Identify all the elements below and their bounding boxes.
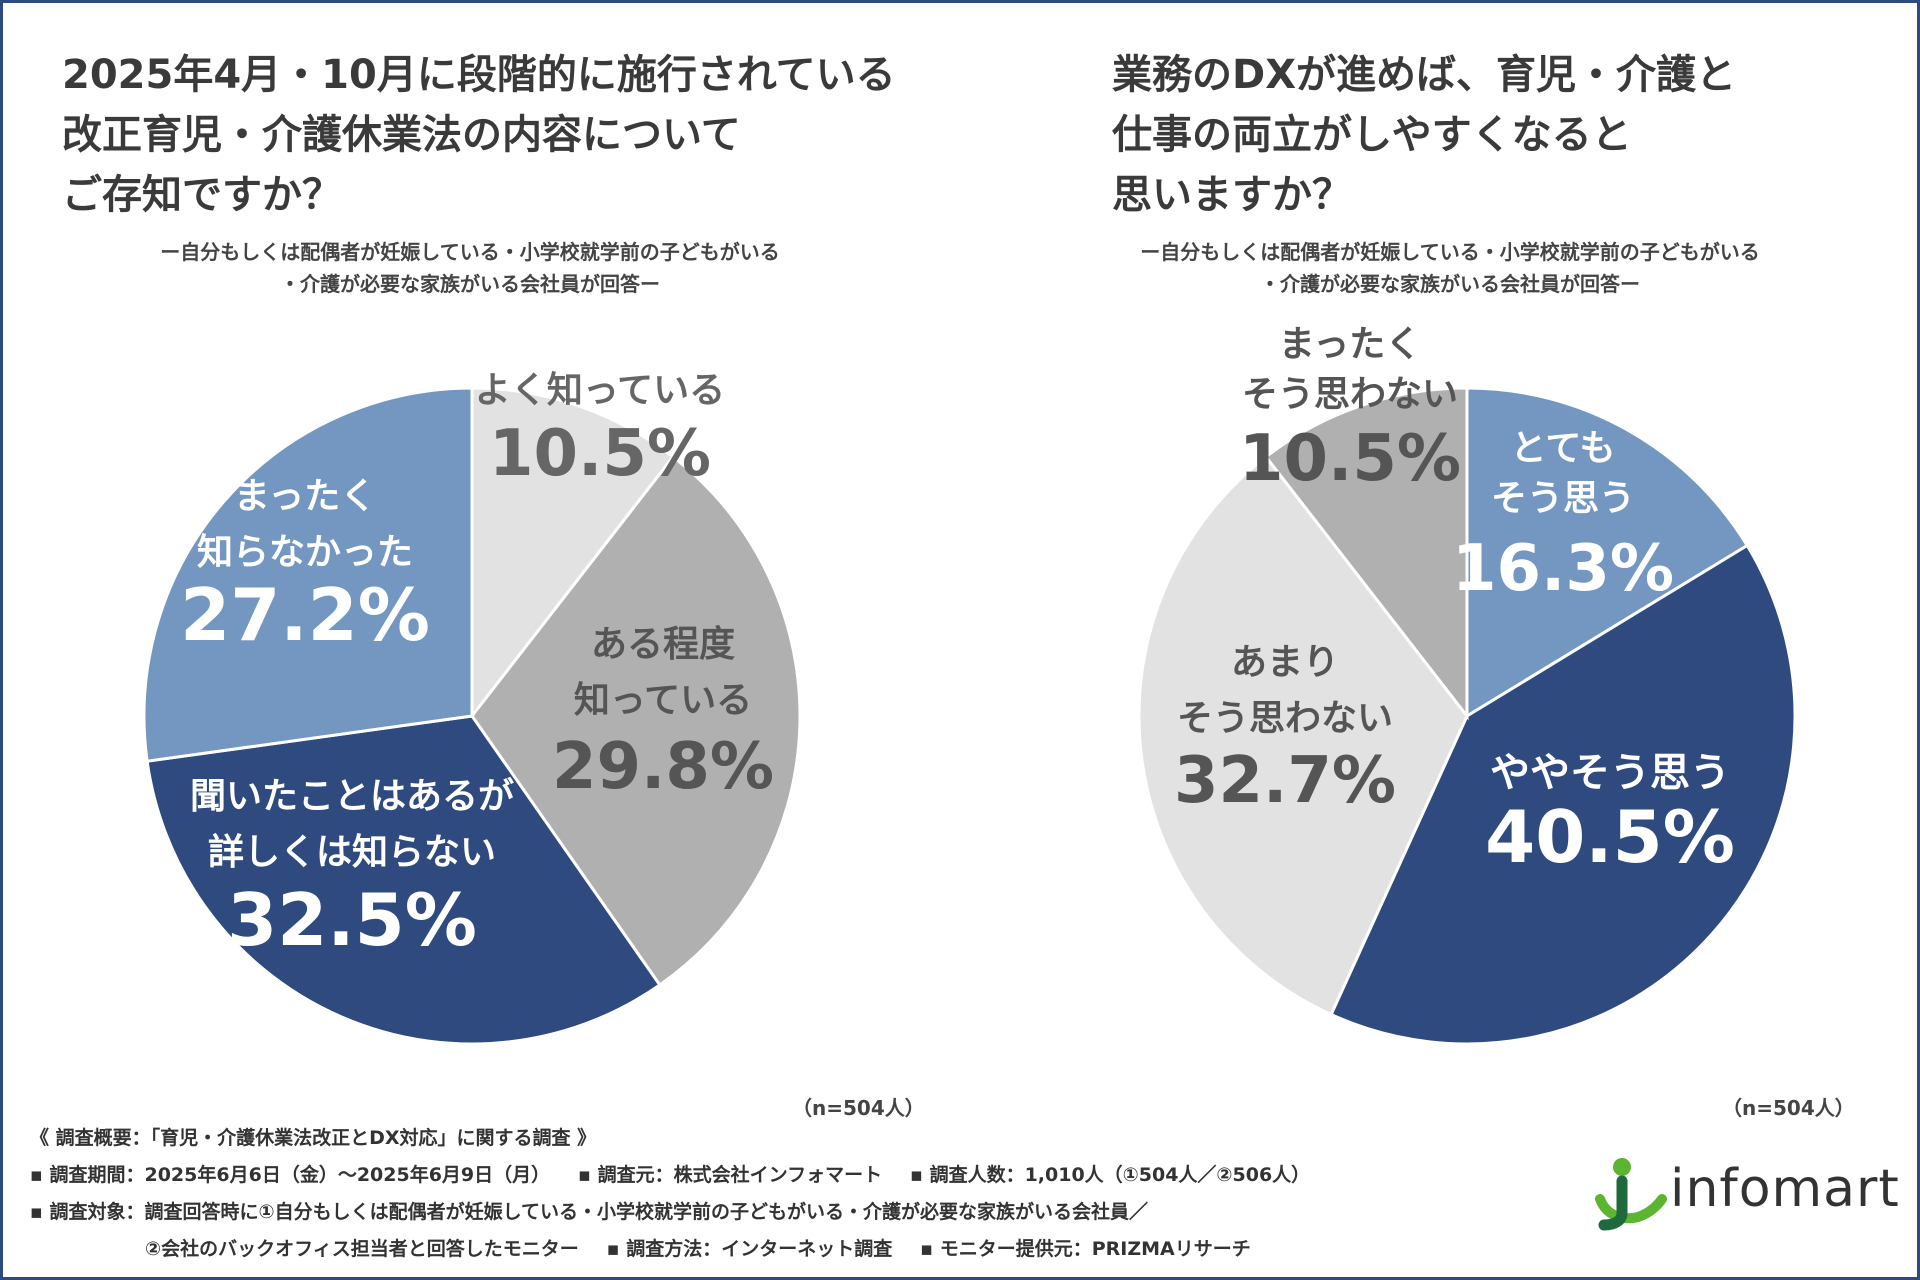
left-subtitle-line-2: ・介護が必要な家族がいる会社員が回答ー [280,272,660,296]
chart2-slice-1-label: とてもそう思う [1491,428,1635,519]
right-chart-title: 業務のDXが進めば、育児・介護と 仕事の両立がしやすくなると 思いますか？ [1112,45,1736,225]
chart1-slice-3-label: 聞いたことはあるが詳しくは知らない [190,776,514,873]
left-title-line-1: 2025年4月・10月に段階的に施行されている [62,52,896,98]
chart1-slice-4 [142,386,474,763]
survey-count: ▪ 調査人数：1,010人（①504人／②506人） [910,1164,1311,1186]
chart2-slice-2 [1329,543,1797,1046]
chart2-slice-4 [1263,386,1469,721]
chart2-slice-2-label: ややそう思う [1490,750,1730,796]
survey-target-line-2: ②会社のバックオフィス担当者と回答したモニター [145,1238,579,1260]
left-title-line-2: 改正育児・介護休業法の内容について [62,112,741,158]
survey-overview: 《 調査概要：「育児・介護休業法改正とDX対応」に関する調査 》 ▪ 調査期間：… [30,1120,1590,1268]
left-chart-title: 2025年4月・10月に段階的に施行されている 改正育児・介護休業法の内容につい… [62,45,896,225]
left-chart-subtitle: ー自分もしくは配偶者が妊娠している・小学校就学前の子どもがいる ・介護が必要な家… [60,236,880,300]
chart2-slice-3-label: あまりそう思わない [1177,642,1393,739]
right-subtitle-line-1: ー自分もしくは配偶者が妊娠している・小学校就学前の子どもがいる [1140,240,1760,264]
chart2-slice-1 [1465,386,1750,719]
chart1-slice-3 [145,714,662,1046]
chart1-slice-2-value: 29.8% [552,730,774,804]
survey-target-line-1: ▪ 調査対象：調査回答時に①自分もしくは配偶者が妊娠している・小学校就学前の子ど… [30,1201,1149,1223]
survey-source: ▪ 調査元：株式会社インフォマート [578,1164,883,1186]
left-subtitle-line-1: ー自分もしくは配偶者が妊娠している・小学校就学前の子どもがいる [160,240,780,264]
survey-method: ▪ 調査方法：インターネット調査 [606,1238,893,1260]
right-sample-size: （n=504人） [1722,1096,1855,1120]
left-title-line-3: ご存知ですか？ [62,172,342,218]
infomart-logo-text: infomart [1670,1159,1900,1219]
chart2-slice-2-value: 40.5% [1485,795,1735,879]
chart1-slice-4-value: 27.2% [180,573,430,657]
survey-period: ▪ 調査期間：2025年6月6日（金）～2025年6月9日（月） [30,1164,551,1186]
chart1-slice-2 [470,454,802,988]
survey-provider: ▪ モニター提供元：PRIZMAリサーチ [920,1238,1251,1260]
chart2-slice-4-label: まったくそう思わない [1242,324,1458,415]
chart2-slice-4-value: 10.5% [1239,422,1461,496]
chart1-slice-2-label: ある程度知っている [574,624,752,721]
infomart-logo: infomart [1592,1155,1902,1235]
chart1-slice-1 [470,386,676,721]
right-title-line-3: 思いますか？ [1112,172,1352,218]
chart1-slice-1-value: 10.5% [489,417,711,491]
right-subtitle-line-2: ・介護が必要な家族がいる会社員が回答ー [1260,272,1640,296]
chart2-slice-1-value: 16.3% [1452,532,1674,606]
chart1-slice-1-label: よく知っている [475,370,725,411]
chart2-slice-3-value: 32.7% [1174,744,1396,818]
chart1-slice-4-label: まったく知らなかった [197,476,413,573]
chart2-slice-3 [1137,454,1469,1017]
left-sample-size: （n=504人） [792,1096,925,1120]
pie-charts: よく知っている 10.5% ある程度知っている 29.8% 聞いたことはあるが詳しくは知… [142,324,1797,1046]
infomart-logo-mark [1595,1158,1667,1231]
survey-heading: 《 調査概要：「育児・介護休業法改正とDX対応」に関する調査 》 [30,1127,597,1149]
right-title-line-1: 業務のDXが進めば、育児・介護と [1112,52,1737,98]
right-chart-subtitle: ー自分もしくは配偶者が妊娠している・小学校就学前の子どもがいる ・介護が必要な家… [1040,236,1860,300]
right-title-line-2: 仕事の両立がしやすくなると [1112,112,1632,158]
chart1-slice-3-value: 32.5% [227,878,477,962]
